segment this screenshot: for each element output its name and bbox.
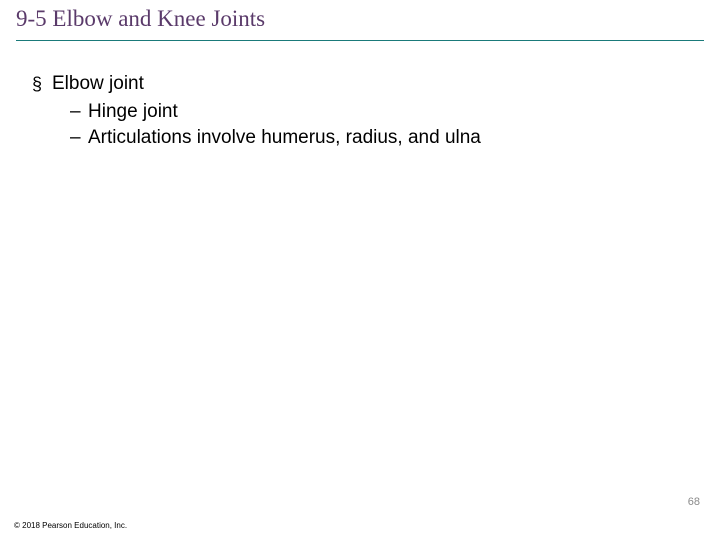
title-block: 9-5 Elbow and Knee Joints (16, 6, 704, 41)
bullet-level1-text: Elbow joint (52, 72, 144, 96)
square-bullet-icon: § (32, 72, 52, 96)
bullet-level1: § Elbow joint (32, 72, 688, 96)
body-block: § Elbow joint – Hinge joint – Articulati… (32, 72, 688, 152)
dash-icon: – (70, 126, 88, 150)
bullet-level2-text: Hinge joint (88, 100, 178, 124)
slide-title: 9-5 Elbow and Knee Joints (16, 6, 704, 38)
copyright-text: © 2018 Pearson Education, Inc. (14, 521, 127, 530)
bullet-level2-text: Articulations involve humerus, radius, a… (88, 126, 481, 150)
page-number: 68 (688, 496, 700, 508)
bullet-level2: – Hinge joint (70, 100, 688, 124)
bullet-level2: – Articulations involve humerus, radius,… (70, 126, 688, 150)
slide: 9-5 Elbow and Knee Joints § Elbow joint … (0, 0, 720, 540)
dash-icon: – (70, 100, 88, 124)
title-underline (16, 40, 704, 41)
